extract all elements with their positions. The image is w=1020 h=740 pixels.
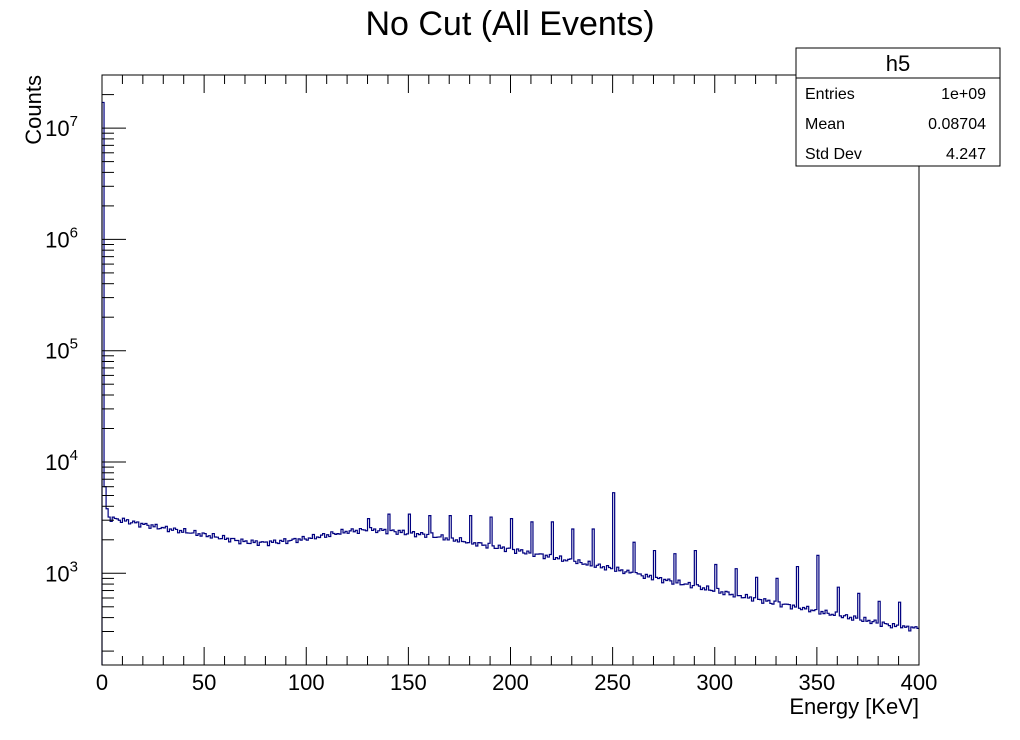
stats-box-frame bbox=[795, 47, 1001, 167]
y-tick-label: 107 bbox=[45, 113, 78, 141]
stats-stddev-value: 4.247 bbox=[946, 146, 986, 163]
x-tick-label: 400 bbox=[901, 670, 938, 695]
histogram-line bbox=[101, 101, 919, 665]
stats-box-title: h5 bbox=[886, 51, 910, 76]
y-tick-labels: 103 104 105 106 107 bbox=[45, 113, 78, 586]
stats-entries-label: Entries bbox=[805, 86, 855, 103]
y-tick-label: 105 bbox=[45, 336, 78, 364]
stats-entries-value: 1e+09 bbox=[941, 86, 986, 103]
y-tick-label: 106 bbox=[45, 224, 78, 252]
x-tick-label: 250 bbox=[594, 670, 631, 695]
x-tick-labels: 0 50 100 150 200 250 300 350 400 bbox=[96, 670, 937, 695]
x-tick-label: 200 bbox=[492, 670, 529, 695]
x-tick-label: 350 bbox=[799, 670, 836, 695]
x-axis-title: Energy [KeV] bbox=[789, 694, 919, 719]
x-tick-label: 0 bbox=[96, 670, 108, 695]
stats-mean-label: Mean bbox=[805, 116, 845, 133]
chart-title: No Cut (All Events) bbox=[365, 5, 654, 43]
x-tick-label: 100 bbox=[288, 670, 325, 695]
stats-stddev-label: Std Dev bbox=[805, 146, 862, 163]
histogram-layer bbox=[101, 101, 919, 665]
x-tick-label: 150 bbox=[390, 670, 427, 695]
y-axis-title: Counts bbox=[21, 75, 46, 145]
x-tick-label: 300 bbox=[696, 670, 733, 695]
y-tick-label: 104 bbox=[45, 447, 78, 475]
y-tick-label: 103 bbox=[45, 558, 78, 586]
x-tick-label: 50 bbox=[192, 670, 216, 695]
stats-box: h5 Entries 1e+09 Mean 0.08704 Std Dev 4.… bbox=[795, 47, 1001, 167]
stats-mean-value: 0.08704 bbox=[928, 116, 986, 133]
